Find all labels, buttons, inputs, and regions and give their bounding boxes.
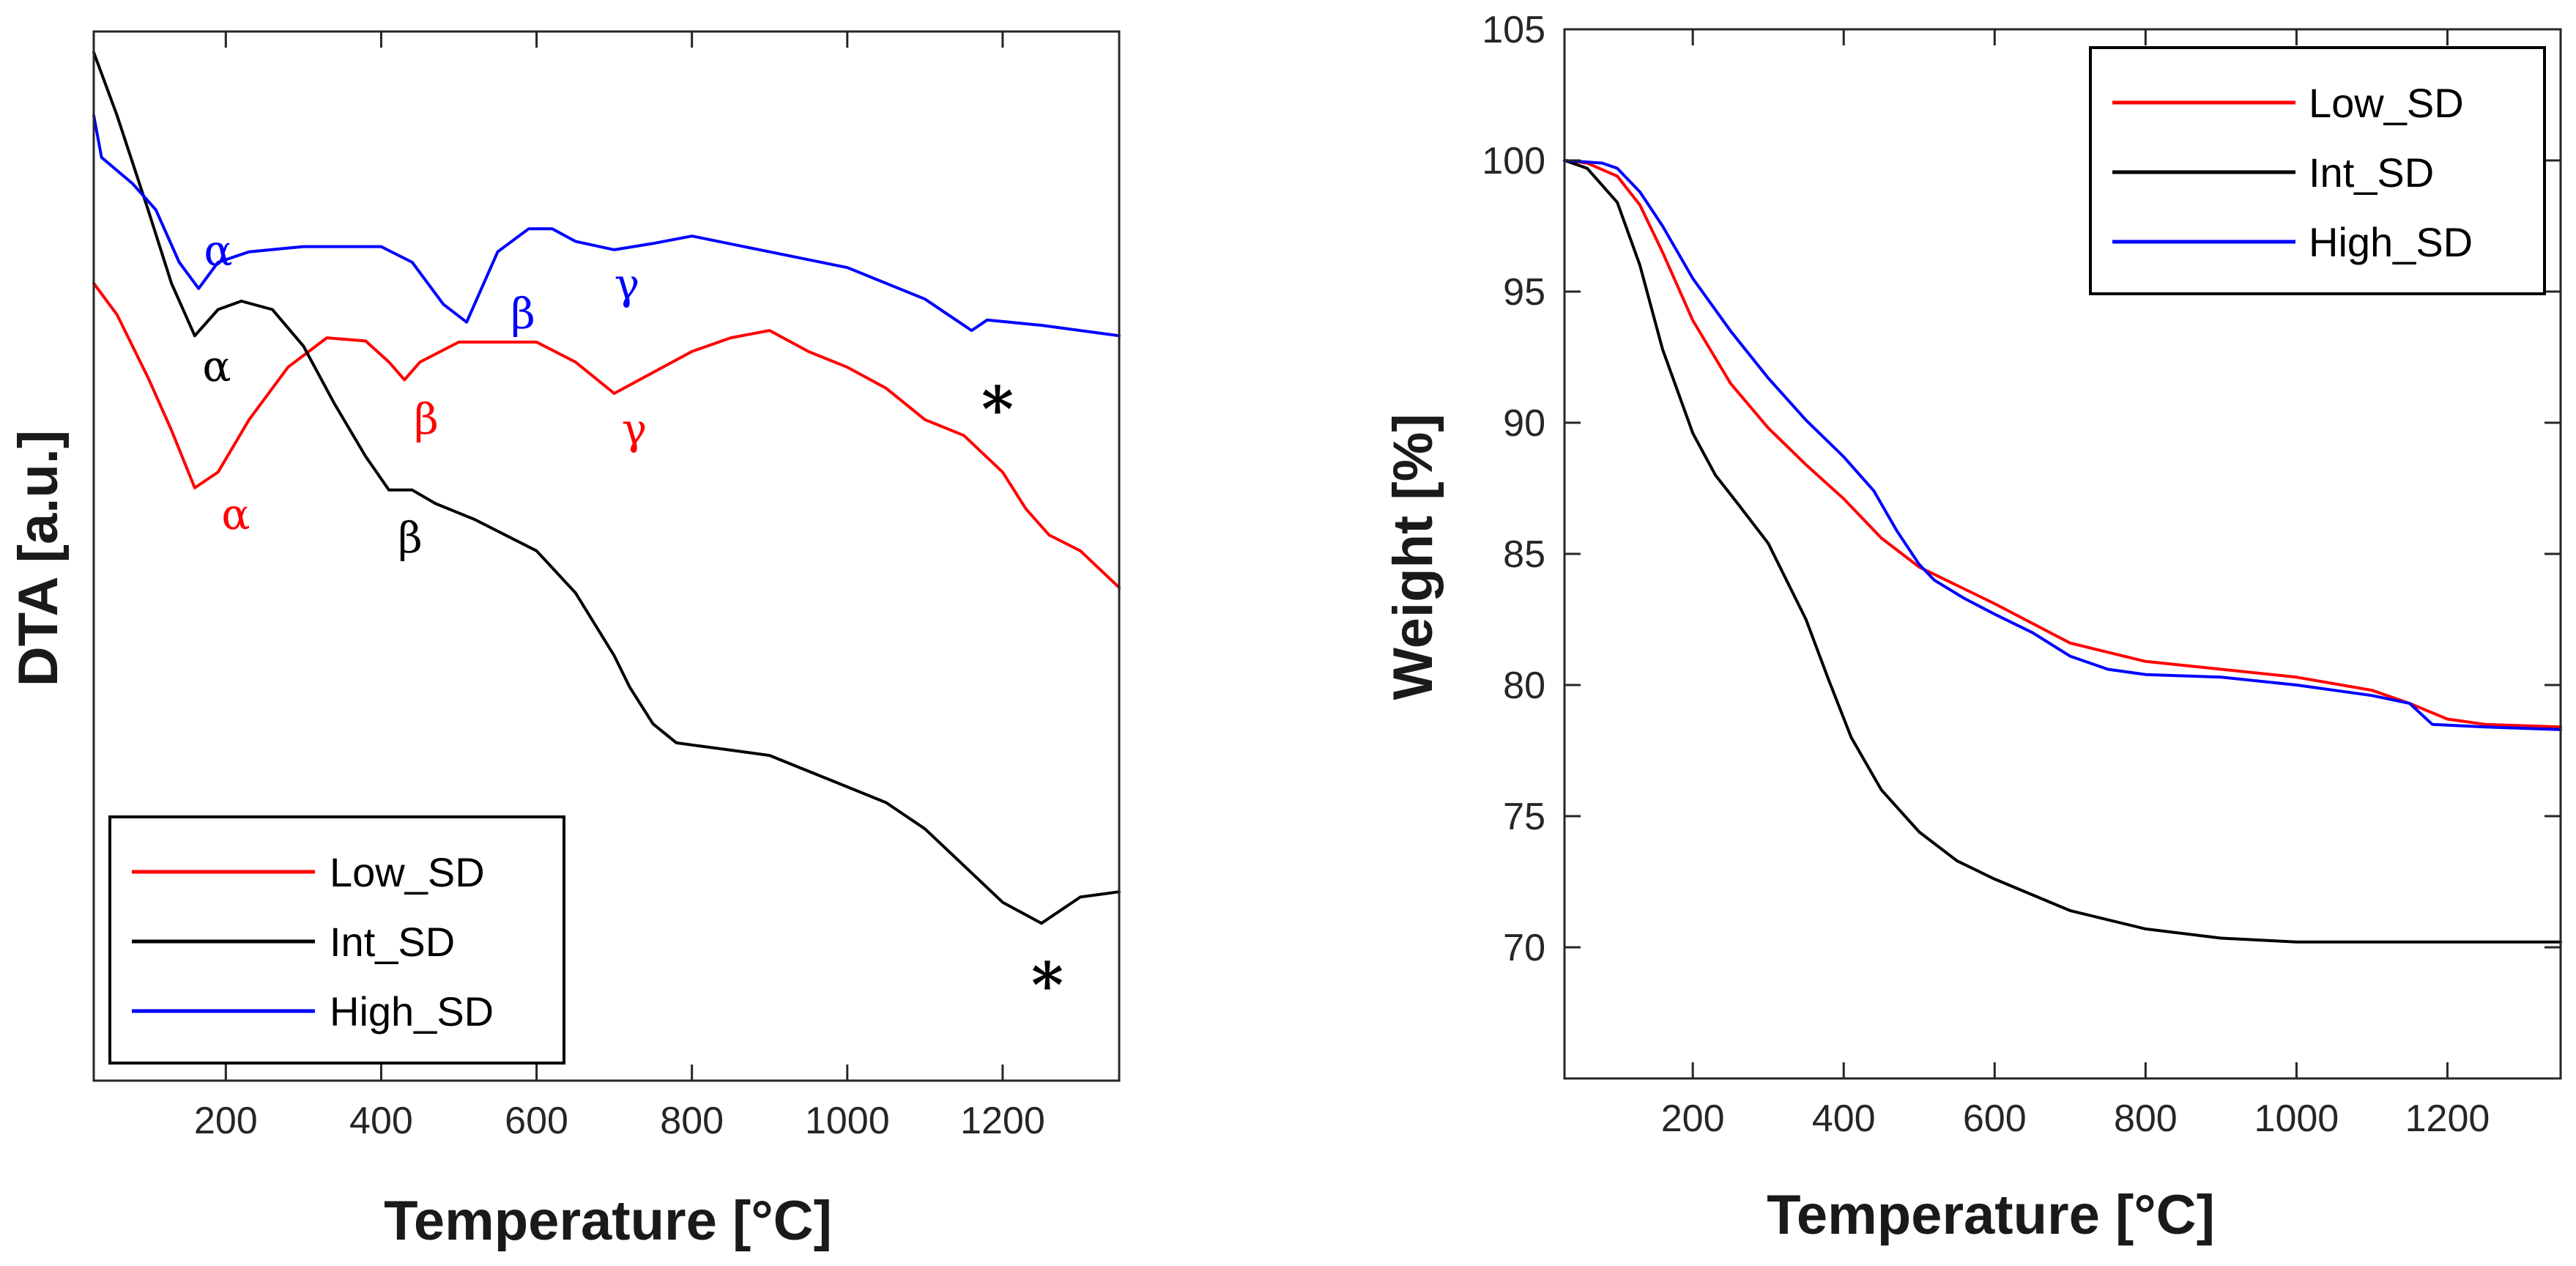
dta-plot-frame [92,30,1121,1082]
tga-legend-label-int: Int_SD [2309,149,2434,196]
tga-legend: Low_SD Int_SD High_SD [2089,46,2546,295]
tga-chart: Weight [%] Temperature [°C] 200 400 600 800… [1382,9,2562,1246]
dta-annotation-low-alpha: α [221,489,250,539]
dta-xtick-label: 1200 [960,1100,1045,1142]
dta-line-int-sd [92,51,1121,925]
dta-line-high-sd [92,114,1121,338]
tga-legend-label-high: High_SD [2309,219,2473,265]
dta-annotation-int-alpha: α [202,341,231,391]
dta-legend: Low_SD Int_SD High_SD [108,815,565,1065]
tga-ytick-label: 80 [1503,665,1545,707]
dta-legend-label-int: Int_SD [330,919,455,965]
tga-series-group [1563,159,2562,944]
dta-annotation-high-gamma: γ [615,259,640,309]
tga-ylabel: Weight [%] [1382,413,1444,700]
tga-ytick-label: 95 [1503,271,1545,314]
tga-line-high-sd [1563,159,2562,731]
dta-xtick-label: 800 [660,1100,724,1142]
dta-xtick-label: 400 [349,1100,413,1142]
tga-xlabel: Temperature [°C] [1767,1184,2215,1246]
dta-annotation-high-star: * [981,373,1014,445]
tga-xtick-label: 200 [1661,1097,1725,1140]
dta-legend-label-high: High_SD [330,988,494,1034]
tga-ticks: 200 400 600 800 1000 1200 70 75 80 85 90 95 100 105 [1482,9,2561,1140]
dta-chart: DTA [a.u.] Temperature [°C] 200 400 600 800… [7,30,1121,1252]
tga-xtick-label: 1200 [2405,1097,2490,1140]
dta-xtick-label: 1000 [805,1100,890,1142]
dta-annotation-int-beta: β [398,513,423,563]
dta-annotation-low-gamma: γ [622,404,647,454]
tga-line-int-sd [1563,159,2562,944]
tga-xtick-label: 600 [1963,1097,2027,1140]
dta-xtick-label: 200 [194,1100,258,1142]
dta-legend-label-low: Low_SD [330,849,485,895]
tga-plot-frame [1563,28,2562,1080]
tga-ytick-label: 90 [1503,402,1545,445]
dta-annotation-int-star: * [1031,949,1064,1021]
dta-annotation-high-alpha: α [204,226,232,275]
tga-ytick-label: 70 [1503,927,1545,969]
dta-series-group [92,51,1121,925]
dta-xlabel: Temperature [°C] [384,1190,832,1252]
dta-xtick-label: 600 [505,1100,568,1142]
dta-annotation-low-beta: β [414,394,439,444]
dta-xticks: 200 400 600 800 1000 1200 [194,32,1045,1142]
dta-annotation-high-beta: β [511,289,535,338]
tga-xtick-label: 400 [1812,1097,1876,1140]
tga-line-low-sd [1563,159,2562,729]
tga-ytick-label: 100 [1482,140,1545,182]
tga-xtick-label: 800 [2114,1097,2178,1140]
tga-xtick-label: 1000 [2254,1097,2339,1140]
tga-ytick-label: 105 [1482,9,1545,51]
tga-ytick-label: 85 [1503,533,1545,576]
dta-ylabel: DTA [a.u.] [7,430,70,686]
tga-legend-label-low: Low_SD [2309,80,2464,126]
dta-line-low-sd [92,281,1121,589]
tga-ytick-label: 75 [1503,796,1545,838]
